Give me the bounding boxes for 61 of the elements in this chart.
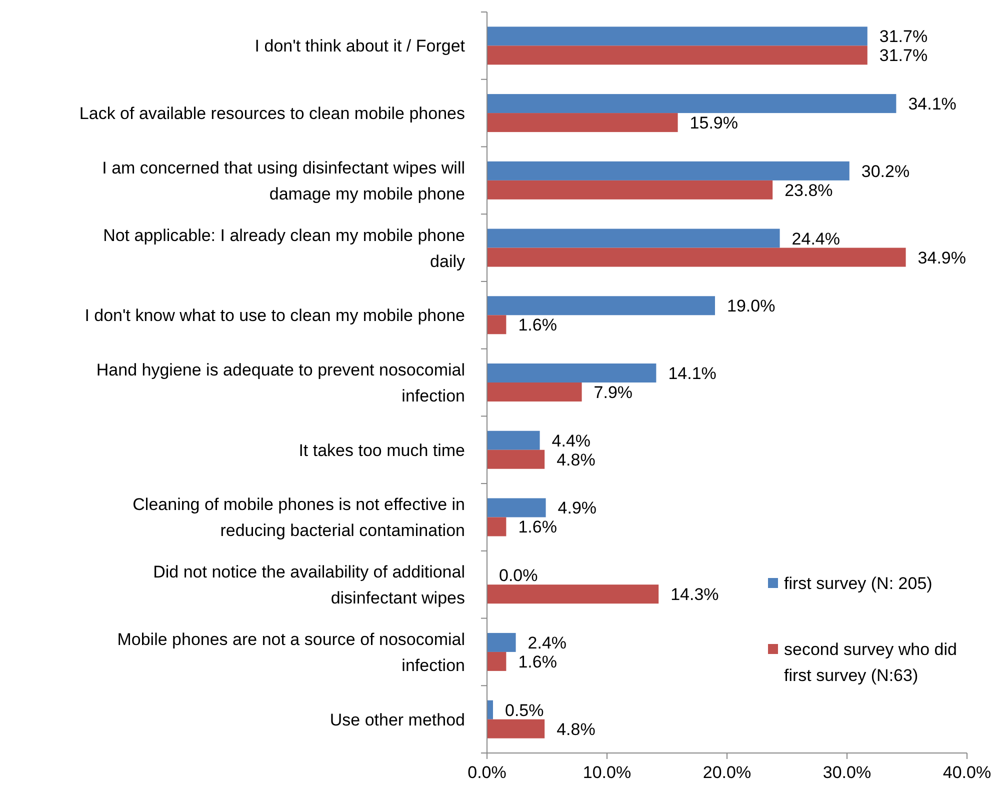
data-label: 19.0% xyxy=(727,296,776,316)
data-label: 14.3% xyxy=(670,585,719,604)
bar xyxy=(487,450,545,469)
data-label: 30.2% xyxy=(861,162,910,181)
data-label: 15.9% xyxy=(690,114,738,133)
bar xyxy=(487,161,850,180)
bar xyxy=(487,248,906,267)
y-tick-label: Use other method xyxy=(330,710,465,730)
data-label: 34.1% xyxy=(908,94,956,114)
bar xyxy=(487,517,506,536)
bar xyxy=(487,382,582,402)
y-tick-label: Not applicable: I already clean my mobile phone daily xyxy=(103,226,466,271)
data-label: 1.6% xyxy=(518,518,557,537)
x-tick-label: 10.0% xyxy=(582,763,632,782)
data-label: 23.8% xyxy=(784,180,833,200)
y-tick-label: Mobile phones are not a source of nosocomial infection xyxy=(117,630,465,675)
legend-label: second survey who did first survey (N:63) xyxy=(784,640,957,685)
legend-label: first survey (N: 205) xyxy=(784,574,932,593)
data-label: 1.6% xyxy=(518,316,557,335)
bar xyxy=(487,719,545,738)
y-tick-label: I don't know what to use to clean my mobile phone xyxy=(84,306,465,326)
y-tick-label: I am concerned that using disinfectant wipes will damage my mobile phone xyxy=(102,158,465,204)
y-tick-label: Did not notice the availability of additional disinfectant wipes xyxy=(153,562,465,608)
data-label: 4.8% xyxy=(556,450,596,470)
data-label: 0.5% xyxy=(505,700,544,720)
bar xyxy=(487,430,540,450)
bar xyxy=(487,584,659,604)
x-tick-label: 20.0% xyxy=(702,763,752,782)
x-tick-label: 0.0% xyxy=(468,763,506,782)
bar xyxy=(487,228,780,248)
bar xyxy=(487,46,868,65)
data-label: 7.9% xyxy=(594,383,633,402)
data-label: 4.8% xyxy=(556,720,596,739)
data-label: 31.7% xyxy=(879,27,928,46)
data-label: 2.4% xyxy=(528,633,567,652)
y-tick-label: Lack of available resources to clean mobile phones xyxy=(79,104,465,124)
data-label: 14.1% xyxy=(668,364,716,383)
x-tick-label: 40.0% xyxy=(942,763,992,782)
x-tick-label: 30.0% xyxy=(822,763,872,782)
bar xyxy=(487,632,516,652)
data-label: 24.4% xyxy=(792,229,840,248)
bar xyxy=(487,652,506,671)
bar xyxy=(487,364,656,382)
bar xyxy=(487,113,678,132)
bar xyxy=(487,296,715,316)
data-label: 34.9% xyxy=(918,248,966,268)
data-label: 4.4% xyxy=(552,431,591,450)
data-label: 31.7% xyxy=(879,46,928,66)
bar xyxy=(487,498,546,518)
data-label: 0.0% xyxy=(499,566,538,586)
y-tick-label: Hand hygiene is adequate to prevent nosocomial infection xyxy=(96,360,465,406)
bar xyxy=(487,315,506,334)
y-tick-label: It takes too much time xyxy=(298,440,465,460)
data-label: 1.6% xyxy=(518,652,557,672)
bar xyxy=(487,180,773,200)
bar xyxy=(487,94,896,114)
bar xyxy=(487,700,493,720)
y-tick-label: Cleaning of mobile phones is not effective in reducing bacterial contamination xyxy=(132,495,465,540)
data-label: 4.9% xyxy=(558,498,597,518)
y-tick-label: I don't think about it / Forget xyxy=(254,36,466,56)
bar xyxy=(487,26,868,46)
